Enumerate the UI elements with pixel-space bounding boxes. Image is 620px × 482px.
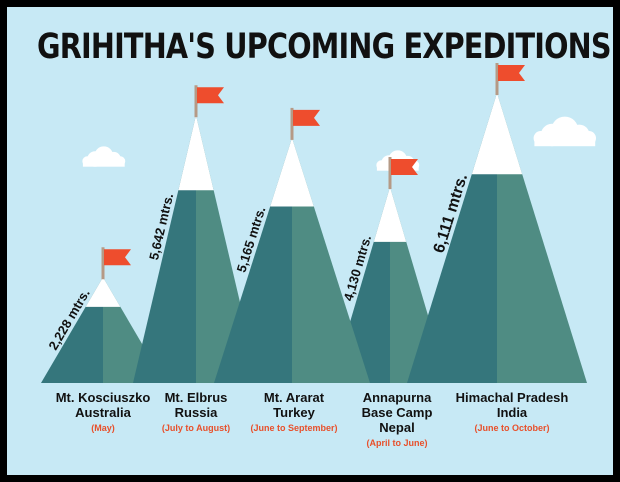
expedition-dates: (May) bbox=[91, 423, 115, 433]
flag-pole bbox=[101, 247, 105, 280]
location-name: Mt. Kosciuszko Australia bbox=[55, 390, 151, 420]
flag-pole bbox=[495, 63, 499, 95]
cloud-base bbox=[534, 136, 596, 147]
mountain-left-face bbox=[214, 137, 292, 383]
mountain-1 bbox=[41, 247, 165, 383]
infographic-panel: GRIHITHA'S UPCOMING EXPEDITIONS 2,228 mt… bbox=[7, 7, 613, 475]
expedition-dates: (April to June) bbox=[366, 438, 428, 448]
location-name: Annapurna Base Camp Nepal bbox=[361, 390, 433, 435]
expedition-dates: (July to August) bbox=[161, 423, 231, 433]
location-label: Himachal Pradesh India (June to October) bbox=[437, 390, 587, 435]
mountain-right-face bbox=[390, 187, 448, 383]
mountain-chart: 2,228 mtrs.5,642 mtrs.4,130 mtrs.6,111 m… bbox=[41, 63, 596, 383]
snow-cap bbox=[85, 277, 121, 307]
flag-icon bbox=[104, 249, 131, 266]
page-title: GRIHITHA'S UPCOMING EXPEDITIONS bbox=[37, 27, 612, 67]
cloud-base bbox=[82, 160, 125, 167]
flag-pole bbox=[194, 85, 198, 118]
location-name: Himachal Pradesh India bbox=[455, 390, 569, 420]
cloud-left bbox=[82, 146, 126, 167]
flag-icon bbox=[197, 87, 224, 104]
location-label: Mt. Elbrus Russia (July to August) bbox=[121, 390, 271, 435]
snow-cap bbox=[373, 187, 407, 242]
mountain-left-face bbox=[41, 277, 103, 383]
mountain-right-face bbox=[292, 137, 370, 383]
expedition-dates: (June to September) bbox=[250, 423, 338, 433]
location-name: Mt. Ararat Turkey bbox=[263, 390, 325, 420]
mountain-3 bbox=[214, 107, 370, 383]
location-label: Mt. Ararat Turkey (June to September) bbox=[219, 390, 369, 435]
location-label: Annapurna Base Camp Nepal (April to June) bbox=[322, 390, 472, 450]
mountain-left-face bbox=[332, 187, 390, 383]
location-name: Mt. Elbrus Russia bbox=[164, 390, 228, 420]
mountain-4 bbox=[332, 157, 448, 383]
snow-cap bbox=[471, 93, 523, 175]
location-label: Mt. Kosciuszko Australia (May) bbox=[28, 390, 178, 435]
snow-cap bbox=[270, 137, 314, 207]
flag-pole bbox=[388, 157, 392, 190]
expedition-dates: (June to October) bbox=[474, 423, 550, 433]
snow-cap bbox=[178, 115, 214, 191]
mountain-5 bbox=[407, 63, 587, 383]
flag-pole bbox=[290, 107, 294, 140]
cloud-right bbox=[533, 116, 596, 147]
flag-icon bbox=[391, 159, 418, 176]
flag-icon bbox=[498, 65, 525, 81]
flag-icon bbox=[293, 109, 320, 126]
